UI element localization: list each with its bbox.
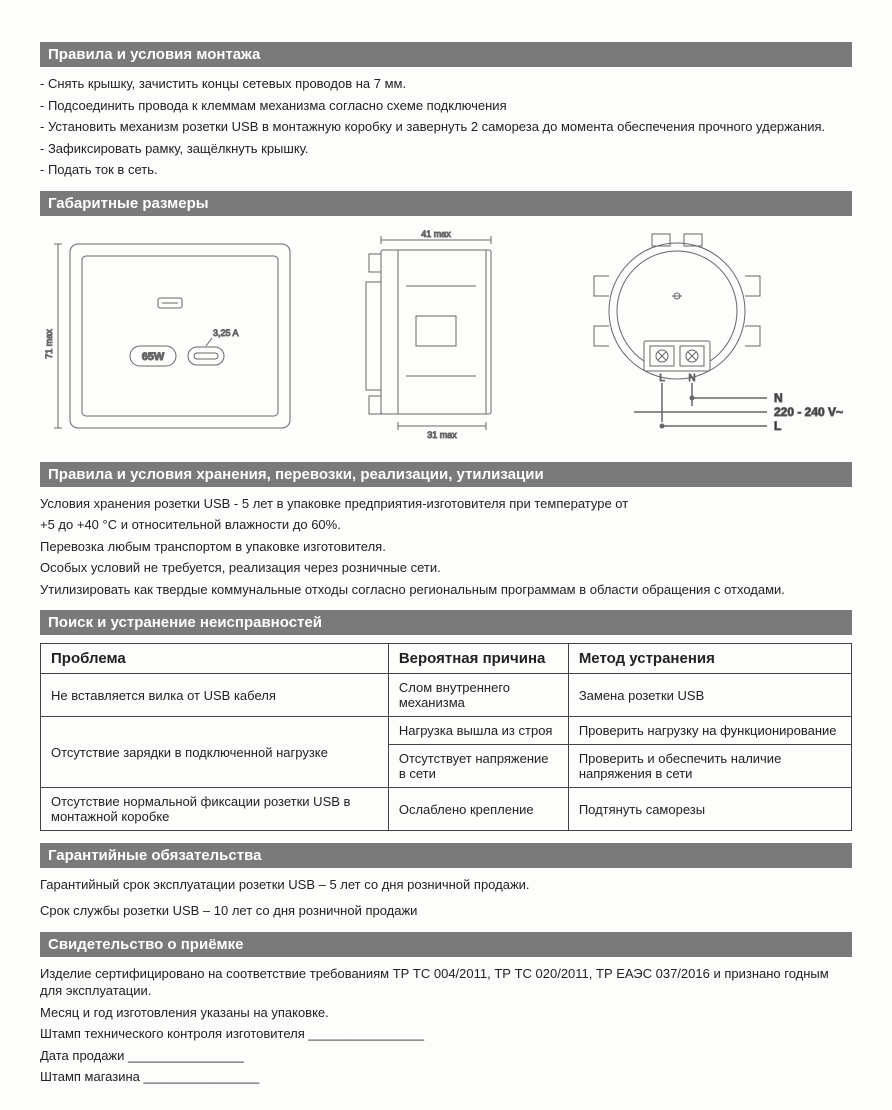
cell-cause: Отсутствует напряжение в сети <box>388 745 568 788</box>
installation-item: - Снять крышку, зачистить концы сетевых … <box>40 75 852 93</box>
dim-bottom-width: 31 max <box>427 430 457 440</box>
acceptance-date-line: Дата продажи ________________ <box>40 1047 852 1065</box>
troubleshoot-table: Проблема Вероятная причина Метод устране… <box>40 643 852 831</box>
acceptance-line: Месяц и год изготовления указаны на упак… <box>40 1004 852 1022</box>
cell-problem: Отсутствие зарядки в подключенной нагруз… <box>41 717 389 788</box>
usb-current-label: 3,25 A <box>213 328 239 338</box>
installation-item: - Подать ток в сеть. <box>40 161 852 179</box>
cell-fix: Проверить нагрузку на функционирование <box>568 717 851 745</box>
storage-text: Условия хранения розетки USB - 5 лет в у… <box>40 495 852 599</box>
storage-line: Условия хранения розетки USB - 5 лет в у… <box>40 495 852 513</box>
th-cause: Вероятная причина <box>388 644 568 674</box>
diagram-front-view: 71 max 65W 3,25 A <box>40 226 300 446</box>
dim-top-width: 41 max <box>421 229 451 239</box>
troubleshoot-tbody: Не вставляется вилка от USB кабеляСлом в… <box>41 674 852 831</box>
terminal-L-label: L <box>659 373 665 384</box>
terminal-N-label: N <box>688 373 695 384</box>
th-fix: Метод устранения <box>568 644 851 674</box>
dimensions-diagrams: 71 max 65W 3,25 A <box>40 226 852 446</box>
section-header-dimensions: Габаритные размеры <box>40 191 852 216</box>
installation-item: - Установить механизм розетки USB в монт… <box>40 118 852 136</box>
dim-height-label: 71 max <box>44 328 54 358</box>
section-header-acceptance: Свидетельство о приёмке <box>40 932 852 957</box>
th-problem: Проблема <box>41 644 389 674</box>
storage-line: +5 до +40 °C и относительной влажности д… <box>40 516 852 534</box>
cell-cause: Нагрузка вышла из строя <box>388 717 568 745</box>
table-row: Отсутствие зарядки в подключенной нагруз… <box>41 717 852 745</box>
warranty-line: Срок службы розетки USB – 10 лет со дня … <box>40 902 852 920</box>
installation-item: - Зафиксировать рамку, защёлкнуть крышку… <box>40 140 852 158</box>
document-page: Правила и условия монтажа - Снять крышку… <box>0 0 892 1110</box>
cell-fix: Подтянуть саморезы <box>568 788 851 831</box>
section-header-warranty: Гарантийные обязательства <box>40 843 852 868</box>
cell-problem: Отсутствие нормальной фиксации розетки U… <box>41 788 389 831</box>
installation-item: - Подсоединить провода к клеммам механиз… <box>40 97 852 115</box>
acceptance-stamp-line: Штамп технического контроля изготовителя… <box>40 1025 852 1043</box>
section-header-installation: Правила и условия монтажа <box>40 42 852 67</box>
section-header-storage: Правила и условия хранения, перевозки, р… <box>40 462 852 487</box>
section-header-troubleshoot: Поиск и устранение неисправностей <box>40 610 852 635</box>
badge-power: 65W <box>142 351 165 363</box>
storage-line: Утилизировать как твердые коммунальные о… <box>40 581 852 599</box>
warranty-line: Гарантийный срок эксплуатации розетки US… <box>40 876 852 894</box>
diagram-side-view: 41 max 31 max <box>336 226 536 446</box>
cell-cause: Слом внутреннего механизма <box>388 674 568 717</box>
acceptance-line: Изделие сертифицировано на соответствие … <box>40 965 852 1000</box>
table-row: Не вставляется вилка от USB кабеляСлом в… <box>41 674 852 717</box>
cell-fix: Проверить и обеспечить наличие напряжени… <box>568 745 851 788</box>
diagram-wiring-view: L N N 220 - 240 V~ L <box>572 226 852 446</box>
wire-N-label: N <box>774 391 783 405</box>
wire-L-label: L <box>774 419 781 433</box>
storage-line: Особых условий не требуется, реализация … <box>40 559 852 577</box>
cell-cause: Ослаблено крепление <box>388 788 568 831</box>
cell-fix: Замена розетки USB <box>568 674 851 717</box>
installation-list: - Снять крышку, зачистить концы сетевых … <box>40 75 852 179</box>
cell-problem: Не вставляется вилка от USB кабеля <box>41 674 389 717</box>
storage-line: Перевозка любым транспортом в упаковке и… <box>40 538 852 556</box>
voltage-label: 220 - 240 V~ <box>774 405 843 419</box>
acceptance-shop-line: Штамп магазина ________________ <box>40 1068 852 1086</box>
table-row: Отсутствие нормальной фиксации розетки U… <box>41 788 852 831</box>
